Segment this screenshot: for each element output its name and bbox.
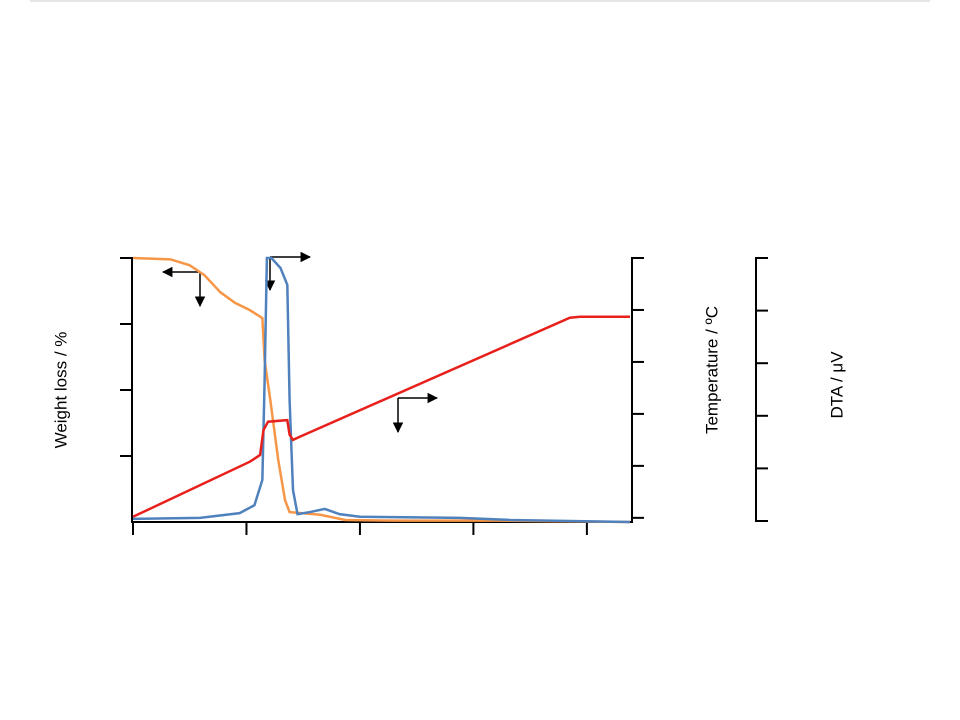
y2-axis-label: Temperature / ºC [702,306,721,434]
data-line [132,256,631,524]
data-line [132,256,631,524]
annotation-arrows [161,251,439,434]
y3-axis-label: DTA / μV [827,351,846,419]
data-line [132,315,630,518]
y-axis-label: Weight loss / % [51,332,70,449]
